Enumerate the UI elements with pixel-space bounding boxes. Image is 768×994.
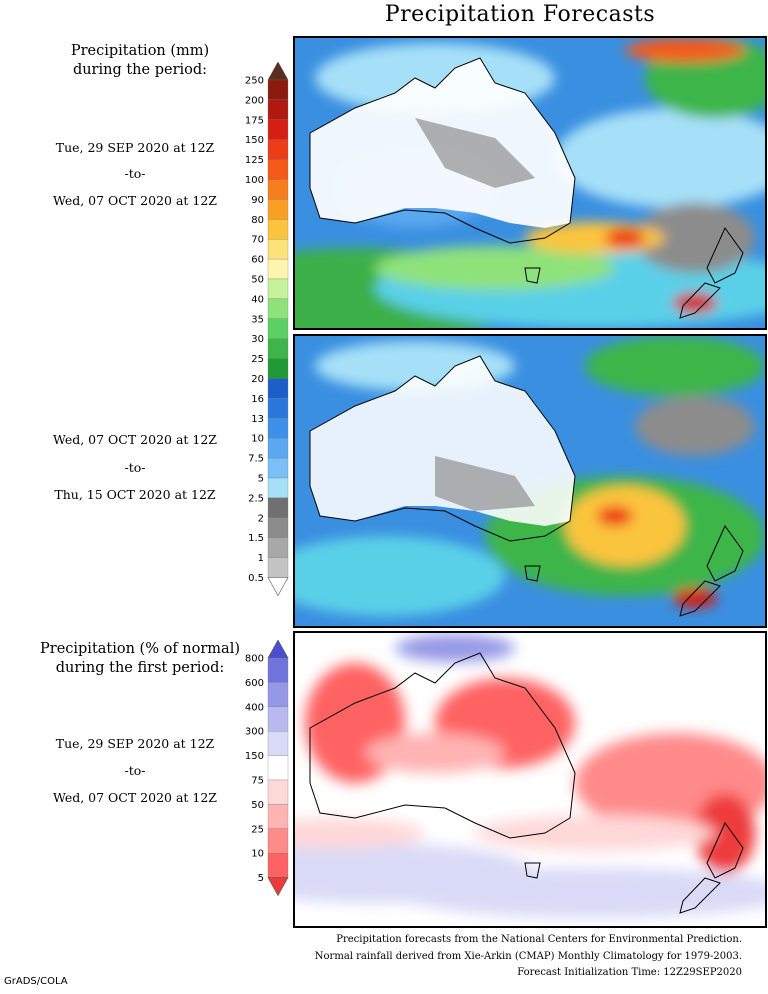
precip-percent-colorbar-swatch xyxy=(267,731,289,756)
precip-mm-colorbar-swatch xyxy=(267,557,289,578)
precip-mm-colorbar-swatch xyxy=(267,79,289,101)
precip-mm-colorbar-tick-label: 25 xyxy=(251,354,264,365)
precip-percent-colorbar-bottom-arrow xyxy=(267,877,289,897)
precip-mm-colorbar-tick-label: 70 xyxy=(251,235,264,246)
period3-separator: -to- xyxy=(124,763,146,778)
precip-mm-heading-line2: during the period: xyxy=(72,62,208,78)
precip-percent-colorbar-tick-label: 600 xyxy=(245,678,264,689)
precip-mm-colorbar-swatch xyxy=(267,278,289,300)
precip-percent-colorbar-swatch xyxy=(267,755,289,781)
precip-mm-colorbar: 2502001751501251009080706050403530252016… xyxy=(245,62,289,597)
forecast-map-period1 xyxy=(293,36,767,330)
precip-percent-colorbar-tick-label: 300 xyxy=(245,727,264,738)
precip-mm-colorbar-swatch xyxy=(267,537,289,558)
forecast-map-period2 xyxy=(293,334,767,628)
precip-percent-colorbar: 800 600 400 300 150 75 50 25 10 5 xyxy=(245,640,289,897)
precip-percent-heading-line2: during the first period: xyxy=(55,660,225,676)
precip-mm-colorbar-tick-label: 0.5 xyxy=(248,573,264,584)
precip-mm-colorbar-tick-label: 2.5 xyxy=(248,493,264,504)
precip-mm-colorbar-tick-label: 40 xyxy=(251,294,264,305)
period3-start: Tue, 29 SEP 2020 at 12Z xyxy=(55,736,215,751)
percent-normal-map xyxy=(293,631,767,928)
precip-mm-colorbar-swatch xyxy=(267,99,289,120)
precip-mm-colorbar-tick-label: 250 xyxy=(245,76,264,87)
precip-mm-colorbar-tick-label: 2 xyxy=(258,513,264,524)
precip-mm-colorbar-tick-label: 7.5 xyxy=(248,454,264,465)
precip-mm-colorbar-tick-label: 1 xyxy=(258,553,264,564)
precip-mm-colorbar-tick-label: 200 xyxy=(245,95,264,106)
grads-credit: GrADS/COLA xyxy=(4,976,68,987)
precip-mm-colorbar-swatch xyxy=(267,477,289,499)
precip-percent-colorbar-swatch xyxy=(267,804,289,829)
precip-mm-colorbar-tick-label: 13 xyxy=(251,414,264,425)
precip-mm-colorbar-swatch xyxy=(267,139,289,160)
precip-mm-colorbar-swatch xyxy=(267,199,289,220)
precip-mm-heading: Precipitation (mm) during the period: xyxy=(20,42,260,80)
precip-percent-colorbar-tick-label: 800 xyxy=(245,654,264,665)
precip-mm-colorbar-tick-label: 5 xyxy=(258,474,264,485)
precip-mm-colorbar-swatch xyxy=(267,298,289,319)
precip-mm-colorbar-tick-label: 50 xyxy=(251,275,264,286)
period2-end: Thu, 15 OCT 2020 at 12Z xyxy=(54,487,216,502)
precip-percent-colorbar-tick-label: 50 xyxy=(251,800,264,811)
footer-line3: Forecast Initialization Time: 12Z29SEP20… xyxy=(517,967,742,978)
precip-mm-colorbar-swatch xyxy=(267,159,289,180)
precip-mm-colorbar-swatch xyxy=(267,418,289,439)
precip-mm-colorbar-tick-label: 125 xyxy=(245,155,264,166)
period3-end: Wed, 07 OCT 2020 at 12Z xyxy=(52,790,217,805)
precip-percent-colorbar-tick-label: 150 xyxy=(245,751,264,762)
precip-mm-colorbar-tick-label: 90 xyxy=(251,195,264,206)
precip-mm-colorbar-swatch xyxy=(267,398,289,419)
precip-mm-colorbar-swatch xyxy=(267,219,289,240)
footer-line2: Normal rainfall derived from Xie-Arkin (… xyxy=(314,951,742,962)
precip-mm-colorbar-tick-label: 20 xyxy=(251,374,264,385)
precip-mm-colorbar-swatch xyxy=(267,497,289,518)
precip-percent-colorbar-tick-label: 10 xyxy=(251,849,264,860)
period1-end: Wed, 07 OCT 2020 at 12Z xyxy=(52,193,217,208)
precip-mm-colorbar-tick-label: 10 xyxy=(251,434,264,445)
period2-separator: -to- xyxy=(124,460,146,475)
precip-mm-colorbar-tick-label: 80 xyxy=(251,215,264,226)
precip-mm-colorbar-swatch xyxy=(267,457,289,479)
precip-mm-colorbar-swatch xyxy=(267,358,289,379)
precip-mm-colorbar-top-arrow xyxy=(267,62,289,81)
precip-mm-colorbar-tick-label: 30 xyxy=(251,334,264,345)
precip-mm-colorbar-swatch xyxy=(267,517,289,538)
precip-mm-colorbar-bottom-arrow xyxy=(267,577,289,597)
precip-mm-colorbar-swatch xyxy=(267,258,289,280)
precip-percent-heading-line1: Precipitation (% of normal) xyxy=(40,641,240,657)
period2-start: Wed, 07 OCT 2020 at 12Z xyxy=(52,432,217,447)
precip-percent-colorbar-swatch xyxy=(267,779,289,805)
precip-percent-colorbar-swatch xyxy=(267,706,289,732)
precip-mm-colorbar-swatch xyxy=(267,438,289,459)
precip-percent-colorbar-top-arrow xyxy=(267,640,289,659)
precip-percent-heading: Precipitation (% of normal) during the f… xyxy=(20,640,260,678)
precip-percent-colorbar-tick-label: 75 xyxy=(251,776,264,787)
precip-mm-colorbar-tick-label: 100 xyxy=(245,175,264,186)
period1-start: Tue, 29 SEP 2020 at 12Z xyxy=(55,140,215,155)
precip-mm-colorbar-tick-label: 1.5 xyxy=(248,533,264,544)
period1-separator: -to- xyxy=(124,166,146,181)
precip-mm-heading-line1: Precipitation (mm) xyxy=(70,43,210,59)
precip-mm-colorbar-swatch xyxy=(267,179,289,200)
precip-mm-colorbar-tick-label: 16 xyxy=(251,394,264,405)
page-title: Precipitation Forecasts xyxy=(384,2,656,27)
precip-percent-colorbar-swatch xyxy=(267,853,289,878)
precip-percent-colorbar-swatch xyxy=(267,828,289,854)
precip-mm-colorbar-swatch xyxy=(267,318,289,339)
precip-percent-colorbar-tick-label: 5 xyxy=(258,873,264,884)
footer-line1: Precipitation forecasts from the Nationa… xyxy=(336,934,742,945)
precip-percent-colorbar-tick-label: 400 xyxy=(245,702,264,713)
precip-mm-colorbar-tick-label: 150 xyxy=(245,135,264,146)
precip-mm-colorbar-tick-label: 60 xyxy=(251,255,264,266)
precip-mm-colorbar-tick-label: 35 xyxy=(251,314,264,325)
precip-mm-colorbar-swatch xyxy=(267,119,289,140)
precip-mm-colorbar-swatch xyxy=(267,378,289,399)
precip-percent-colorbar-swatch xyxy=(267,657,289,683)
precip-mm-colorbar-swatch xyxy=(267,338,289,359)
precip-mm-colorbar-tick-label: 175 xyxy=(245,115,264,126)
precip-percent-colorbar-swatch xyxy=(267,682,289,707)
precip-percent-colorbar-tick-label: 25 xyxy=(251,824,264,835)
precip-mm-colorbar-swatch xyxy=(267,239,289,260)
